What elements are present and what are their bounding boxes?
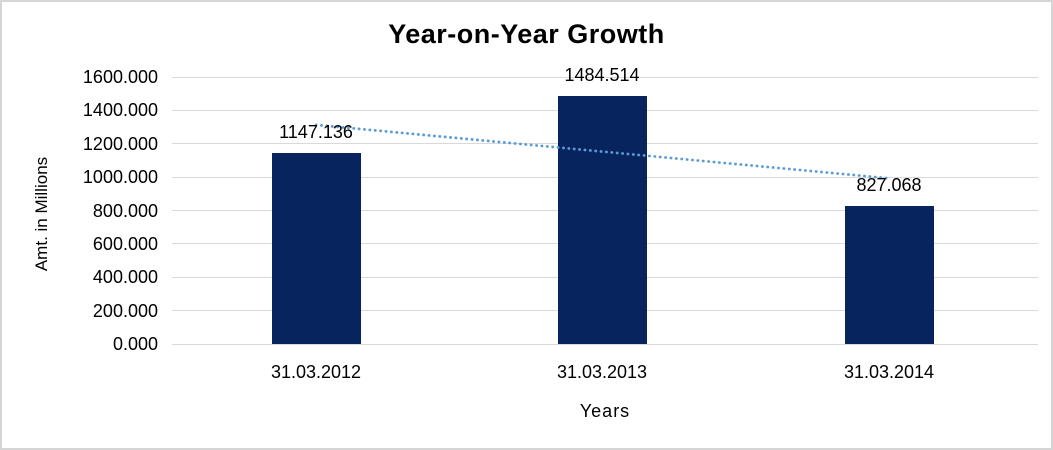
y-tick-label: 600.000 xyxy=(92,233,158,254)
gridline xyxy=(172,343,1038,345)
bar-31.03.2012[interactable] xyxy=(271,152,361,344)
y-tick-label: 400.000 xyxy=(92,267,158,288)
y-tick-label: 0.000 xyxy=(112,334,158,354)
y-tick-label: 1400.000 xyxy=(82,100,158,121)
data-label: 827.068 xyxy=(856,175,922,195)
x-tick-label: 31.03.2014 xyxy=(843,362,935,382)
y-tick-label: 1600.000 xyxy=(82,67,158,87)
data-label: 1147.136 xyxy=(279,121,353,142)
data-label: 1484.514 xyxy=(564,65,640,86)
y-tick-label: 200.000 xyxy=(92,300,158,321)
x-axis-title: Years xyxy=(579,401,631,421)
chart-title: Year-on-Year Growth xyxy=(388,19,665,49)
x-tick-label: 31.03.2013 xyxy=(556,362,648,382)
x-tick-label: 31.03.2012 xyxy=(270,362,362,382)
y-tick-label: 1200.000 xyxy=(82,133,158,154)
bar-31.03.2014[interactable] xyxy=(844,206,934,344)
gridline xyxy=(172,76,1038,78)
y-tick-label: 800.000 xyxy=(92,200,158,221)
y-tick-label: 1000.000 xyxy=(82,167,158,188)
